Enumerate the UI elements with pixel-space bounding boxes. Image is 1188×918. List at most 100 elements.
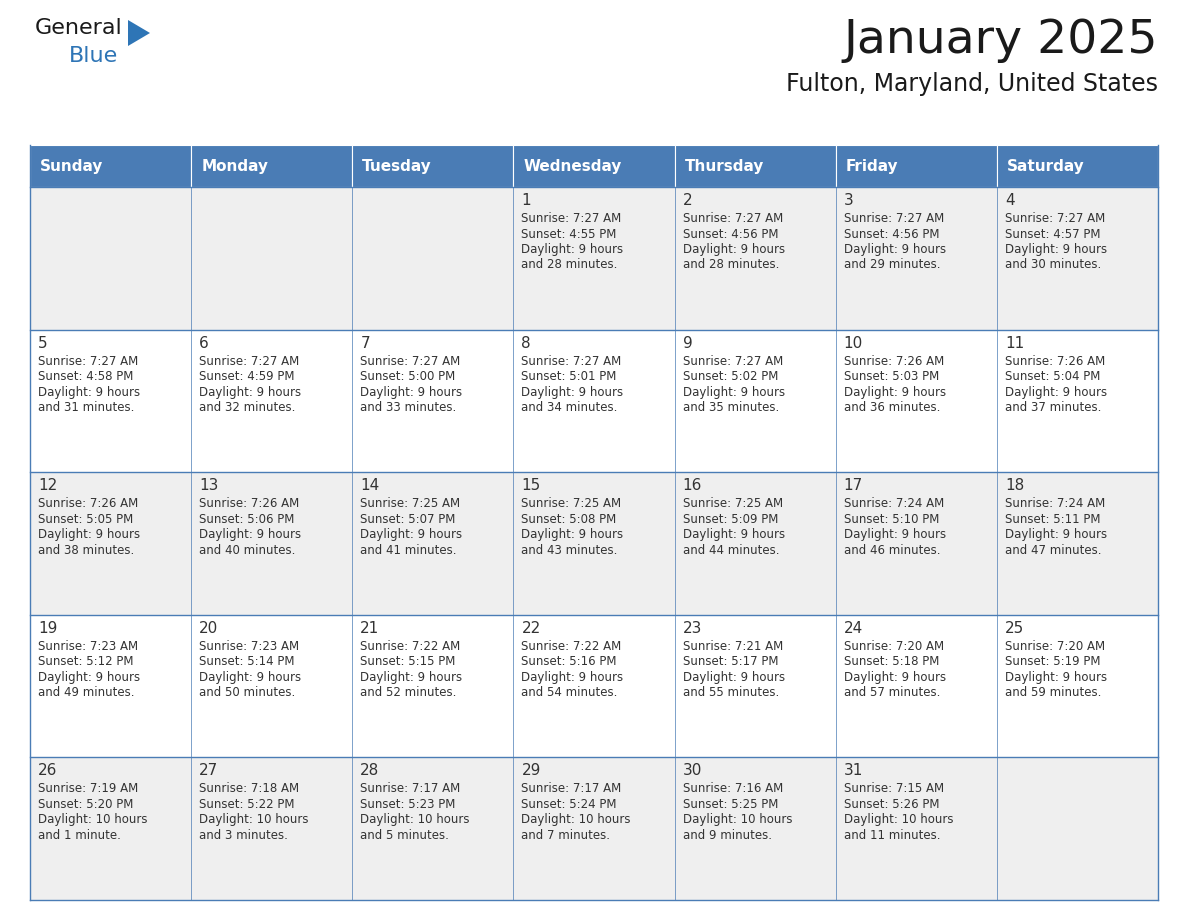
Text: 15: 15	[522, 478, 541, 493]
Text: Sunrise: 7:25 AM: Sunrise: 7:25 AM	[522, 498, 621, 510]
Text: Sunset: 5:22 PM: Sunset: 5:22 PM	[200, 798, 295, 811]
Text: 4: 4	[1005, 193, 1015, 208]
Text: and 52 minutes.: and 52 minutes.	[360, 687, 456, 700]
Text: 13: 13	[200, 478, 219, 493]
Text: Sunset: 5:00 PM: Sunset: 5:00 PM	[360, 370, 455, 383]
Text: Thursday: Thursday	[684, 159, 764, 174]
Bar	[997, 330, 1158, 472]
Text: 1: 1	[522, 193, 531, 208]
Text: Sunrise: 7:18 AM: Sunrise: 7:18 AM	[200, 782, 299, 795]
Text: and 38 minutes.: and 38 minutes.	[38, 543, 134, 556]
Text: 5: 5	[38, 336, 48, 351]
Text: 16: 16	[683, 478, 702, 493]
Bar	[835, 757, 997, 900]
Text: Sunset: 4:57 PM: Sunset: 4:57 PM	[1005, 228, 1100, 241]
Bar	[191, 187, 353, 330]
Text: 22: 22	[522, 621, 541, 636]
Bar	[513, 615, 675, 757]
Bar	[353, 187, 513, 330]
Text: Sunset: 5:15 PM: Sunset: 5:15 PM	[360, 655, 456, 668]
Text: 12: 12	[38, 478, 57, 493]
Text: Sunrise: 7:24 AM: Sunrise: 7:24 AM	[843, 498, 944, 510]
Text: and 49 minutes.: and 49 minutes.	[38, 687, 134, 700]
Text: 26: 26	[38, 764, 57, 778]
Text: Sunset: 5:23 PM: Sunset: 5:23 PM	[360, 798, 456, 811]
Text: Daylight: 9 hours: Daylight: 9 hours	[1005, 243, 1107, 256]
Bar	[997, 757, 1158, 900]
Bar	[513, 145, 675, 187]
Text: Daylight: 9 hours: Daylight: 9 hours	[200, 528, 302, 542]
Text: and 7 minutes.: and 7 minutes.	[522, 829, 611, 842]
Text: Tuesday: Tuesday	[362, 159, 432, 174]
Bar	[675, 472, 835, 615]
Bar	[513, 330, 675, 472]
Text: and 5 minutes.: and 5 minutes.	[360, 829, 449, 842]
Text: 30: 30	[683, 764, 702, 778]
Text: Daylight: 9 hours: Daylight: 9 hours	[200, 671, 302, 684]
Bar	[30, 757, 191, 900]
Text: 24: 24	[843, 621, 862, 636]
Text: and 32 minutes.: and 32 minutes.	[200, 401, 296, 414]
Text: Daylight: 9 hours: Daylight: 9 hours	[522, 528, 624, 542]
Text: Sunrise: 7:20 AM: Sunrise: 7:20 AM	[843, 640, 943, 653]
Text: Daylight: 10 hours: Daylight: 10 hours	[38, 813, 147, 826]
Text: Daylight: 9 hours: Daylight: 9 hours	[1005, 671, 1107, 684]
Text: Sunrise: 7:26 AM: Sunrise: 7:26 AM	[38, 498, 138, 510]
Text: Sunset: 5:20 PM: Sunset: 5:20 PM	[38, 798, 133, 811]
Text: 21: 21	[360, 621, 379, 636]
Text: Sunset: 5:18 PM: Sunset: 5:18 PM	[843, 655, 939, 668]
Text: Daylight: 9 hours: Daylight: 9 hours	[522, 386, 624, 398]
Text: Sunrise: 7:25 AM: Sunrise: 7:25 AM	[360, 498, 461, 510]
Bar	[675, 145, 835, 187]
Text: 29: 29	[522, 764, 541, 778]
Text: Sunset: 5:04 PM: Sunset: 5:04 PM	[1005, 370, 1100, 383]
Text: Sunrise: 7:22 AM: Sunrise: 7:22 AM	[360, 640, 461, 653]
Text: 9: 9	[683, 336, 693, 351]
Text: 7: 7	[360, 336, 369, 351]
Text: 25: 25	[1005, 621, 1024, 636]
Text: Sunset: 5:09 PM: Sunset: 5:09 PM	[683, 512, 778, 526]
Text: Sunday: Sunday	[40, 159, 103, 174]
Bar	[353, 472, 513, 615]
Text: Sunset: 5:16 PM: Sunset: 5:16 PM	[522, 655, 617, 668]
Text: 18: 18	[1005, 478, 1024, 493]
Text: Daylight: 9 hours: Daylight: 9 hours	[38, 671, 140, 684]
Text: Sunrise: 7:23 AM: Sunrise: 7:23 AM	[38, 640, 138, 653]
Text: Sunset: 5:10 PM: Sunset: 5:10 PM	[843, 512, 939, 526]
Text: Sunset: 5:17 PM: Sunset: 5:17 PM	[683, 655, 778, 668]
Bar	[835, 615, 997, 757]
Text: Sunrise: 7:26 AM: Sunrise: 7:26 AM	[843, 354, 944, 367]
Bar	[835, 330, 997, 472]
Text: Sunset: 5:03 PM: Sunset: 5:03 PM	[843, 370, 939, 383]
Text: Sunset: 5:01 PM: Sunset: 5:01 PM	[522, 370, 617, 383]
Text: Sunset: 4:56 PM: Sunset: 4:56 PM	[843, 228, 940, 241]
Text: Sunrise: 7:27 AM: Sunrise: 7:27 AM	[360, 354, 461, 367]
Text: 31: 31	[843, 764, 864, 778]
Text: Sunset: 5:26 PM: Sunset: 5:26 PM	[843, 798, 940, 811]
Bar	[997, 187, 1158, 330]
Text: and 47 minutes.: and 47 minutes.	[1005, 543, 1101, 556]
Text: Blue: Blue	[69, 46, 119, 66]
Text: Sunrise: 7:24 AM: Sunrise: 7:24 AM	[1005, 498, 1105, 510]
Text: Friday: Friday	[846, 159, 898, 174]
Text: Sunrise: 7:15 AM: Sunrise: 7:15 AM	[843, 782, 943, 795]
Text: 20: 20	[200, 621, 219, 636]
Text: Sunset: 5:14 PM: Sunset: 5:14 PM	[200, 655, 295, 668]
Bar	[191, 757, 353, 900]
Bar	[997, 472, 1158, 615]
Text: Sunrise: 7:27 AM: Sunrise: 7:27 AM	[843, 212, 944, 225]
Text: Daylight: 9 hours: Daylight: 9 hours	[360, 671, 462, 684]
Text: and 34 minutes.: and 34 minutes.	[522, 401, 618, 414]
Text: and 50 minutes.: and 50 minutes.	[200, 687, 296, 700]
Text: Sunrise: 7:27 AM: Sunrise: 7:27 AM	[683, 212, 783, 225]
Bar	[30, 187, 191, 330]
Bar	[997, 615, 1158, 757]
Bar	[513, 187, 675, 330]
Text: and 46 minutes.: and 46 minutes.	[843, 543, 940, 556]
Text: Sunrise: 7:26 AM: Sunrise: 7:26 AM	[200, 498, 299, 510]
Text: Sunset: 5:02 PM: Sunset: 5:02 PM	[683, 370, 778, 383]
Text: and 43 minutes.: and 43 minutes.	[522, 543, 618, 556]
Text: Sunset: 5:25 PM: Sunset: 5:25 PM	[683, 798, 778, 811]
Text: Sunset: 5:12 PM: Sunset: 5:12 PM	[38, 655, 133, 668]
Text: Daylight: 9 hours: Daylight: 9 hours	[843, 243, 946, 256]
